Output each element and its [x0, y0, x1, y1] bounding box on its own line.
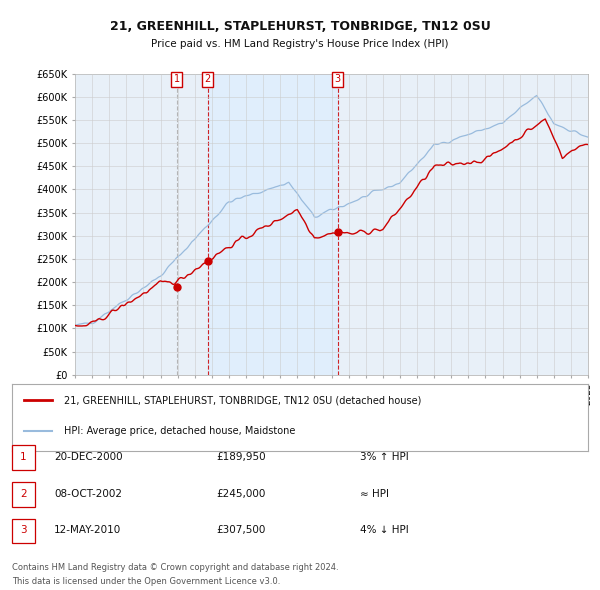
Text: £189,950: £189,950 [216, 453, 266, 462]
Text: £245,000: £245,000 [216, 489, 265, 499]
Text: £307,500: £307,500 [216, 526, 265, 535]
Text: 2: 2 [20, 489, 27, 499]
Text: 20-DEC-2000: 20-DEC-2000 [54, 453, 122, 462]
Text: 12-MAY-2010: 12-MAY-2010 [54, 526, 121, 535]
Text: 1: 1 [20, 453, 27, 462]
Text: 08-OCT-2002: 08-OCT-2002 [54, 489, 122, 499]
Text: Price paid vs. HM Land Registry's House Price Index (HPI): Price paid vs. HM Land Registry's House … [151, 40, 449, 49]
Text: 3: 3 [335, 74, 341, 84]
Text: 21, GREENHILL, STAPLEHURST, TONBRIDGE, TN12 0SU (detached house): 21, GREENHILL, STAPLEHURST, TONBRIDGE, T… [64, 395, 421, 405]
Text: 21, GREENHILL, STAPLEHURST, TONBRIDGE, TN12 0SU: 21, GREENHILL, STAPLEHURST, TONBRIDGE, T… [110, 20, 490, 33]
Text: Contains HM Land Registry data © Crown copyright and database right 2024.: Contains HM Land Registry data © Crown c… [12, 563, 338, 572]
Text: ≈ HPI: ≈ HPI [360, 489, 389, 499]
Text: 4% ↓ HPI: 4% ↓ HPI [360, 526, 409, 535]
Text: 3: 3 [20, 526, 27, 535]
Text: 3% ↑ HPI: 3% ↑ HPI [360, 453, 409, 462]
Text: HPI: Average price, detached house, Maidstone: HPI: Average price, detached house, Maid… [64, 426, 295, 436]
Bar [208, 74, 338, 375]
Text: 1: 1 [174, 74, 180, 84]
Text: 2: 2 [205, 74, 211, 84]
Text: This data is licensed under the Open Government Licence v3.0.: This data is licensed under the Open Gov… [12, 576, 280, 586]
